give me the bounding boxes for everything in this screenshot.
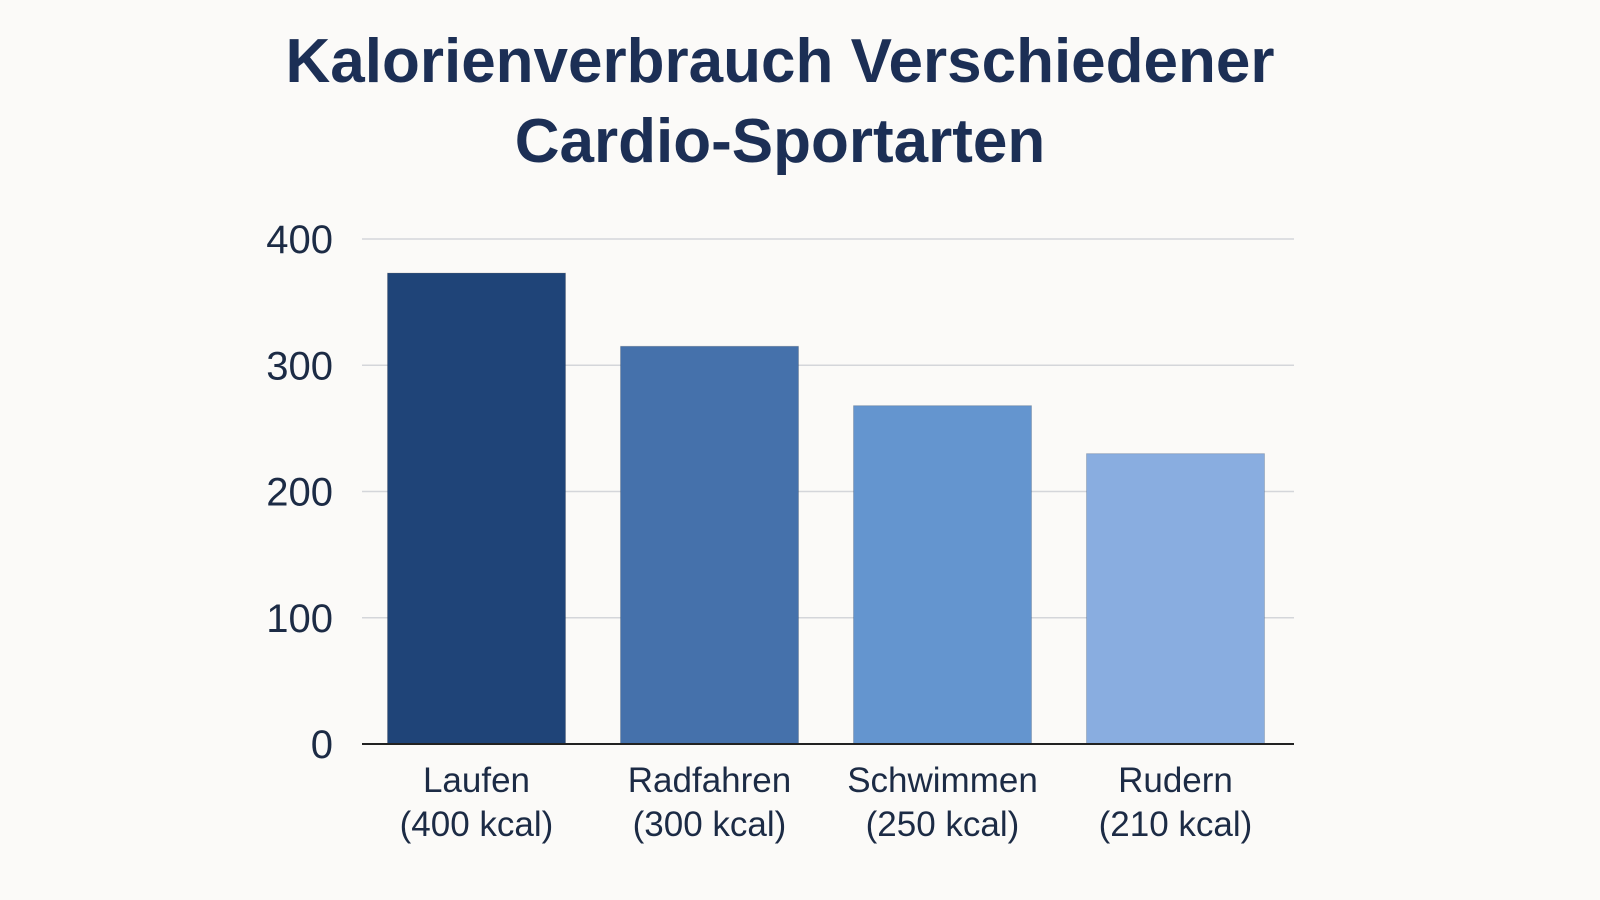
bar-radfahren <box>620 345 799 745</box>
x-category-value-label: (210 kcal) <box>1099 805 1253 844</box>
chart-title-line-2: Cardio-Sportarten <box>514 107 1046 176</box>
x-category-value-label: (300 kcal) <box>633 805 787 844</box>
x-category-label: Schwimmen <box>847 761 1038 800</box>
bar-rudern <box>1086 453 1265 745</box>
bar-schwimmen <box>853 405 1032 745</box>
chart-title-line-1: Kalorienverbrauch Verschiedener <box>285 27 1275 96</box>
chart-title: Kalorienverbrauch Verschiedener Cardio-S… <box>0 22 1560 182</box>
y-tick-label: 400 <box>266 218 333 262</box>
y-tick-label: 100 <box>266 597 333 641</box>
x-category-value-label: (250 kcal) <box>866 805 1020 844</box>
x-category-value-label: (400 kcal) <box>400 805 554 844</box>
y-tick-label: 200 <box>266 471 333 515</box>
x-category-label: Rudern <box>1118 761 1233 800</box>
x-category-label: Radfahren <box>628 761 791 800</box>
y-tick-label: 300 <box>266 344 333 388</box>
bar-laufen <box>387 272 566 745</box>
x-category-label: Laufen <box>423 761 530 800</box>
y-tick-label: 0 <box>311 723 333 767</box>
